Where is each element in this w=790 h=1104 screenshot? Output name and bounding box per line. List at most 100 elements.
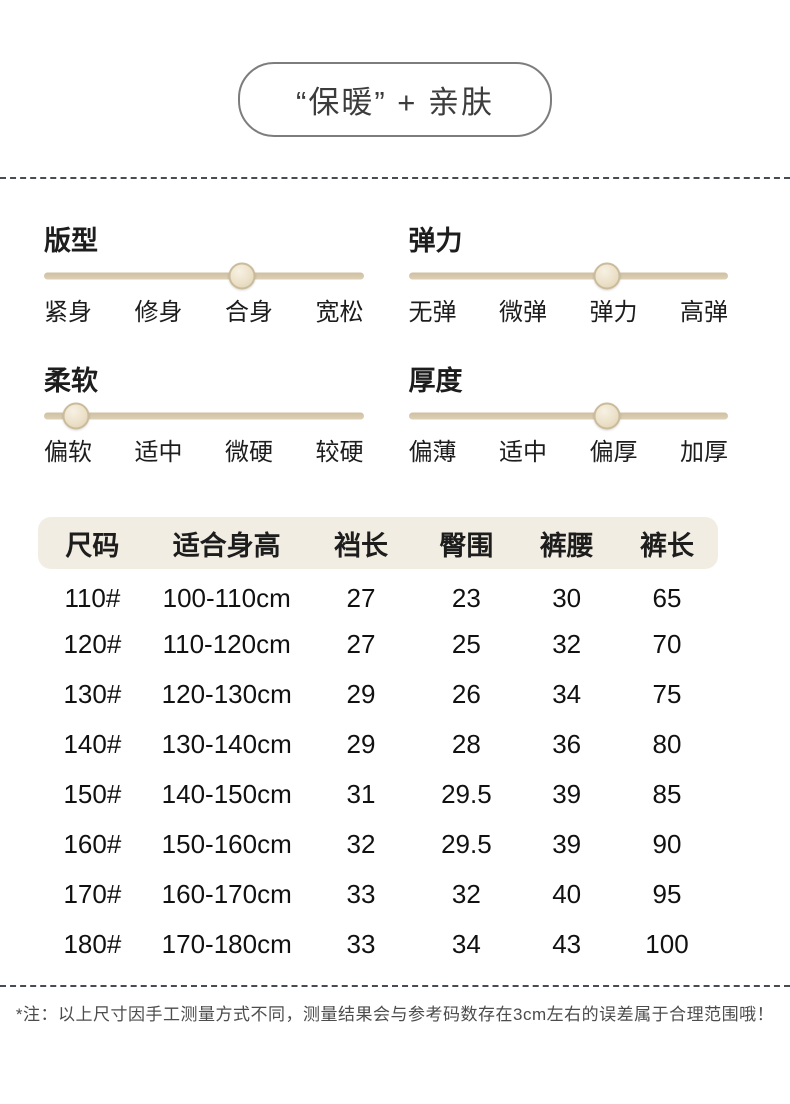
- product-info-panel: “保暖” + 亲肤 版型 紧身 修身 合身 宽松 弹力 无弹: [0, 62, 790, 1025]
- feature-badge-text: “保暖” + 亲肤: [296, 85, 494, 120]
- table-row: 110# 100-110cm 27 23 30 65: [38, 569, 718, 619]
- size-table-header-row: 尺码 适合身高 裆长 臀围 裤腰 裤长: [38, 517, 718, 569]
- slider-elasticity-title: 弹力: [408, 226, 463, 256]
- size-cell: 95: [652, 878, 682, 909]
- slider-label: 加厚: [680, 439, 728, 466]
- size-cell: 170#: [63, 878, 122, 909]
- slider-label: 合身: [225, 299, 273, 326]
- table-row: 120# 110-120cm 27 25 32 70: [38, 619, 718, 669]
- slider-label: 无弹: [408, 299, 457, 326]
- slider-thickness: 厚度 偏薄 适中 偏厚 加厚: [408, 359, 729, 467]
- slider-thickness-track: [408, 412, 728, 420]
- size-cell: 120-130cm: [161, 678, 292, 709]
- slider-softness-knob[interactable]: [62, 402, 90, 430]
- size-cell: 140-150cm: [161, 778, 292, 809]
- size-cell: 33: [346, 878, 376, 909]
- header-hip: 臀围: [415, 517, 518, 569]
- slider-label: 微硬: [225, 439, 273, 466]
- size-cell: 43: [552, 928, 582, 959]
- size-cell: 23: [451, 582, 481, 613]
- size-cell: 90: [652, 828, 682, 859]
- size-cell: 130-140cm: [161, 728, 292, 759]
- slider-label: 高弹: [680, 299, 728, 326]
- size-cell: 100-110cm: [162, 582, 291, 613]
- table-row: 140# 130-140cm 29 28 36 80: [38, 719, 718, 769]
- size-cell: 170-180cm: [161, 928, 292, 959]
- header-waist: 裤腰: [517, 517, 616, 569]
- slider-elasticity-track-wrap: [408, 262, 728, 290]
- header-crotch-length: 裆长: [306, 517, 416, 569]
- table-row: 160# 150-160cm 32 29.5 39 90: [38, 819, 718, 869]
- size-cell: 32: [552, 628, 582, 659]
- slider-label: 宽松: [315, 299, 364, 326]
- size-cell: 29.5: [441, 778, 492, 809]
- table-row: 170# 160-170cm 33 32 40 95: [38, 869, 718, 919]
- slider-fit: 版型 紧身 修身 合身 宽松: [44, 219, 364, 327]
- size-cell: 27: [346, 628, 376, 659]
- top-divider: [0, 177, 790, 179]
- slider-label: 偏薄: [408, 439, 457, 466]
- size-cell: 29.5: [441, 828, 492, 859]
- size-cell: 39: [552, 828, 582, 859]
- size-cell: 33: [346, 928, 376, 959]
- slider-thickness-track-wrap: [408, 402, 728, 430]
- size-cell: 85: [652, 778, 682, 809]
- slider-label: 微弹: [499, 299, 547, 326]
- size-cell: 140#: [63, 728, 122, 759]
- size-cell: 36: [552, 728, 582, 759]
- size-cell: 25: [451, 628, 481, 659]
- size-cell: 32: [451, 878, 481, 909]
- size-cell: 110#: [64, 582, 121, 613]
- size-table: 尺码 适合身高 裆长 臀围 裤腰 裤长 110# 100-110cm 27 23…: [38, 517, 718, 969]
- header-height: 适合身高: [146, 517, 307, 569]
- slider-label: 修身: [134, 299, 183, 326]
- size-cell: 40: [552, 878, 582, 909]
- header-size: 尺码: [38, 517, 147, 569]
- size-cell: 130#: [63, 678, 122, 709]
- size-cell: 160-170cm: [161, 878, 292, 909]
- slider-softness-track: [44, 412, 364, 420]
- slider-label: 适中: [499, 439, 547, 466]
- measurement-note: *注：以上尺寸因手工测量方式不同，测量结果会与参考码数存在3cm左右的误差属于合…: [15, 1005, 775, 1024]
- size-cell: 34: [552, 678, 582, 709]
- size-cell: 70: [652, 628, 682, 659]
- size-cell: 39: [552, 778, 582, 809]
- size-cell: 120#: [63, 628, 122, 659]
- slider-fit-knob[interactable]: [228, 262, 256, 290]
- slider-label: 紧身: [44, 299, 92, 326]
- size-cell: 100: [645, 928, 689, 959]
- slider-fit-labels: 紧身 修身 合身 宽松: [44, 292, 364, 327]
- slider-thickness-labels: 偏薄 适中 偏厚 加厚: [409, 432, 729, 467]
- table-row: 180# 170-180cm 33 34 43 100: [38, 919, 718, 969]
- slider-elasticity-track: [408, 272, 728, 280]
- slider-label: 偏厚: [589, 439, 638, 466]
- size-cell: 32: [346, 828, 376, 859]
- size-cell: 31: [346, 778, 376, 809]
- size-cell: 30: [552, 582, 582, 613]
- size-cell: 110-120cm: [162, 628, 291, 659]
- slider-thickness-title: 厚度: [408, 366, 463, 396]
- slider-softness-track-wrap: [44, 402, 364, 430]
- slider-label: 偏软: [44, 439, 92, 466]
- slider-elasticity-knob[interactable]: [593, 262, 621, 290]
- attribute-sliders-section: 版型 紧身 修身 合身 宽松 弹力 无弹 微弹 弹力 高弹: [44, 219, 728, 467]
- size-cell: 180#: [63, 928, 122, 959]
- slider-softness-title: 柔软: [44, 366, 98, 396]
- size-cell: 160#: [63, 828, 122, 859]
- bottom-divider: [0, 985, 790, 987]
- size-cell: 65: [652, 582, 682, 613]
- size-cell: 29: [346, 678, 376, 709]
- slider-label: 弹力: [589, 299, 638, 326]
- size-cell: 34: [451, 928, 481, 959]
- slider-elasticity: 弹力 无弹 微弹 弹力 高弹: [408, 219, 729, 327]
- slider-thickness-knob[interactable]: [593, 402, 621, 430]
- size-cell: 26: [451, 678, 481, 709]
- slider-label: 适中: [134, 439, 183, 466]
- size-cell: 28: [451, 728, 481, 759]
- slider-elasticity-labels: 无弹 微弹 弹力 高弹: [409, 292, 729, 327]
- size-cell: 150-160cm: [161, 828, 292, 859]
- table-row: 150# 140-150cm 31 29.5 39 85: [38, 769, 718, 819]
- size-cell: 29: [346, 728, 376, 759]
- table-row: 130# 120-130cm 29 26 34 75: [38, 669, 718, 719]
- slider-fit-track-wrap: [44, 262, 364, 290]
